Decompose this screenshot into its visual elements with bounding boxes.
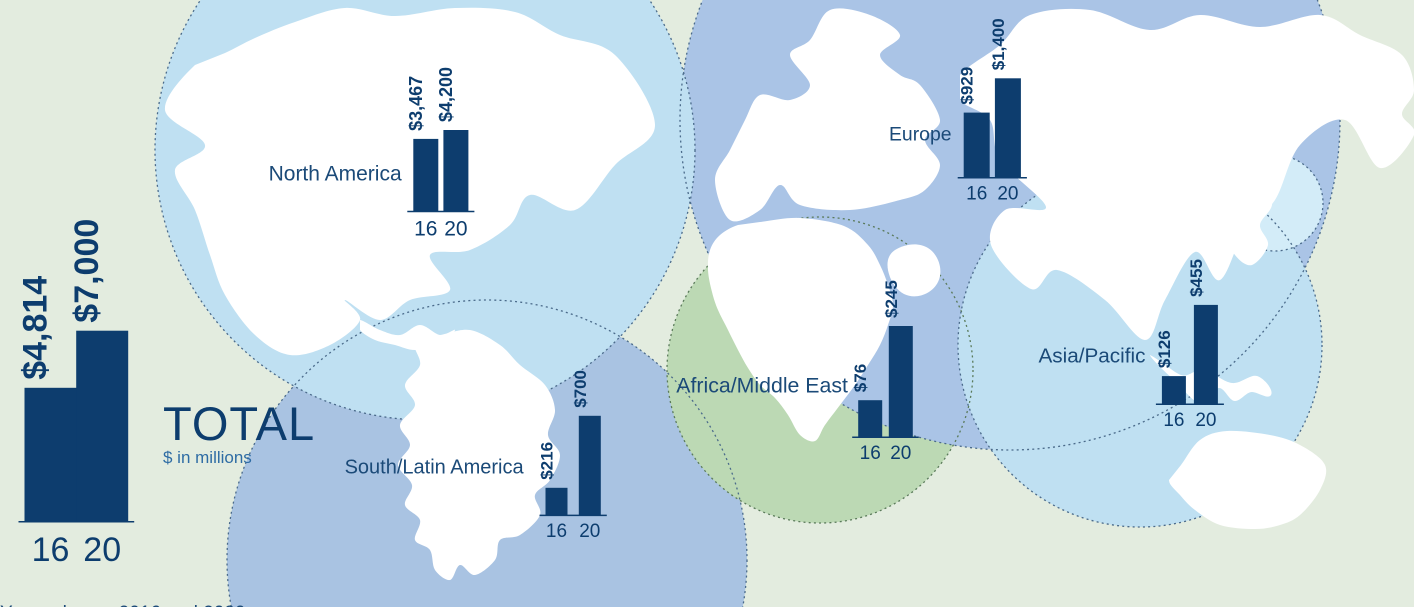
svg-text:$455: $455	[1187, 259, 1206, 297]
svg-text:20: 20	[890, 443, 911, 464]
svg-text:$4,814: $4,814	[17, 276, 55, 380]
svg-text:$245: $245	[882, 280, 901, 318]
svg-text:Asia/Pacific: Asia/Pacific	[1039, 345, 1146, 368]
svg-text:16: 16	[414, 218, 437, 241]
svg-text:20: 20	[83, 531, 121, 569]
svg-text:$3,467: $3,467	[406, 76, 426, 131]
svg-text:$929: $929	[958, 67, 977, 105]
svg-text:16: 16	[860, 443, 881, 464]
svg-text:$7,000: $7,000	[68, 219, 106, 323]
svg-text:Europe: Europe	[889, 123, 952, 145]
svg-text:$76: $76	[851, 364, 870, 392]
svg-text:North America: North America	[269, 162, 402, 185]
svg-text:TOTAL: TOTAL	[163, 397, 315, 450]
svg-text:16: 16	[1163, 410, 1184, 431]
svg-text:$1,400: $1,400	[989, 18, 1008, 70]
svg-text:20: 20	[444, 218, 467, 241]
svg-text:$216: $216	[538, 442, 557, 480]
svg-text:16: 16	[32, 531, 70, 569]
svg-text:$ in millions: $ in millions	[163, 448, 252, 467]
svg-text:16: 16	[966, 184, 987, 205]
svg-text:$126: $126	[1155, 330, 1174, 368]
svg-text:20: 20	[997, 184, 1018, 205]
svg-text:$700: $700	[571, 370, 590, 408]
svg-text:Africa/Middle East: Africa/Middle East	[676, 373, 848, 397]
svg-text:$4,200: $4,200	[436, 67, 456, 122]
svg-text:20: 20	[579, 521, 600, 542]
svg-text:16: 16	[546, 521, 567, 542]
svg-text:20: 20	[1195, 410, 1216, 431]
svg-text:Years shown: 2016 and 2020: Years shown: 2016 and 2020	[0, 603, 245, 607]
svg-text:South/Latin America: South/Latin America	[345, 456, 525, 478]
